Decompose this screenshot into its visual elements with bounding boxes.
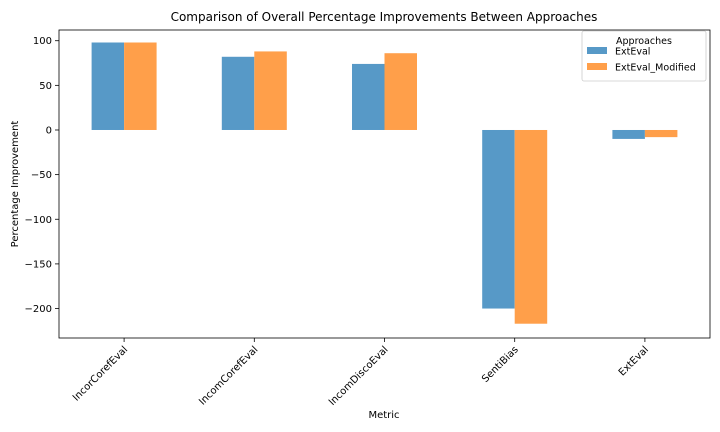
x-tick-label: IncorCorefEval bbox=[71, 344, 130, 403]
legend-title: Approaches bbox=[616, 36, 672, 47]
legend-entry-label: ExtEval_Modified bbox=[615, 63, 696, 74]
legend-swatch bbox=[587, 63, 607, 70]
chart-title: Comparison of Overall Percentage Improve… bbox=[171, 10, 598, 24]
x-tick-label: IncomCorefEval bbox=[197, 344, 260, 407]
legend-swatch bbox=[587, 47, 607, 54]
y-tick-label: −50 bbox=[31, 170, 52, 181]
legend-box bbox=[581, 30, 707, 82]
x-tick-label: SentiBias bbox=[480, 344, 521, 385]
x-axis-label: Metric bbox=[368, 410, 399, 421]
legend-entry-label: ExtEval bbox=[615, 47, 650, 58]
bar-exteval-modified-sentibias bbox=[514, 129, 548, 324]
bar-exteval-incomcorefeval bbox=[221, 56, 255, 130]
y-tick-label: 100 bbox=[33, 36, 52, 47]
bar-exteval-incorcorefeval bbox=[91, 42, 125, 130]
y-tick-label: −150 bbox=[25, 259, 52, 270]
legend: Approaches ExtEval ExtEval_Modified bbox=[581, 30, 707, 82]
x-tick-label: ExtEval bbox=[617, 344, 651, 378]
y-axis-label: Percentage Improvement bbox=[10, 121, 21, 248]
x-tick-label: IncomDiscoEval bbox=[327, 344, 391, 408]
bar-exteval-sentibias bbox=[482, 129, 515, 309]
bar-exteval-modified-incomdiscoeval bbox=[384, 53, 417, 130]
bar-exteval-exteval bbox=[612, 129, 645, 139]
y-tick-label: 0 bbox=[46, 125, 52, 136]
bar-exteval-modified-exteval bbox=[644, 129, 678, 138]
bar-exteval-modified-incorcorefeval bbox=[124, 42, 157, 130]
y-tick-label: −200 bbox=[25, 304, 52, 315]
y-tick-label: 50 bbox=[39, 81, 52, 92]
x-axis: IncorCorefEval IncomCorefEval IncomDiscoEv… bbox=[71, 338, 651, 408]
bar-exteval-incomdiscoeval bbox=[352, 63, 385, 130]
bar-exteval-modified-incomcorefeval bbox=[254, 51, 287, 130]
bars-group bbox=[91, 42, 678, 324]
y-axis: 100 50 0 −50 −100 −150 −200 bbox=[25, 36, 59, 315]
y-tick-label: −100 bbox=[25, 215, 52, 226]
